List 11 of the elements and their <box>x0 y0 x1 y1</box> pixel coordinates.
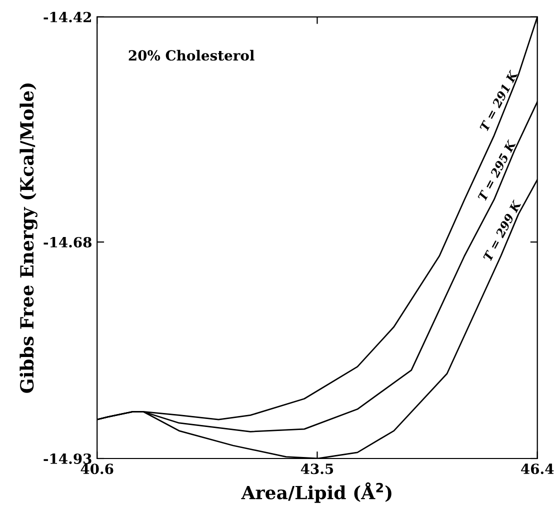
y-tick-label: -14.42 <box>44 12 91 22</box>
annotation: 20% Cholesterol <box>128 50 254 61</box>
y-tick-label: -14.68 <box>44 236 92 248</box>
x-tick-label: 43.5 <box>300 464 334 474</box>
x-tick-label: 46.4 <box>521 464 554 474</box>
y-tick-label: -14.93 <box>44 453 92 464</box>
x-tick-label: 40.6 <box>80 464 114 474</box>
text: T = 299 K <box>482 199 522 262</box>
x-axis-title: Area/Lipid (Å$^{2}$) <box>241 482 392 503</box>
text: T = 291 K <box>479 70 518 132</box>
y-axis-title: Gibbs Free Energy (Kcal/Mole) <box>20 83 38 393</box>
